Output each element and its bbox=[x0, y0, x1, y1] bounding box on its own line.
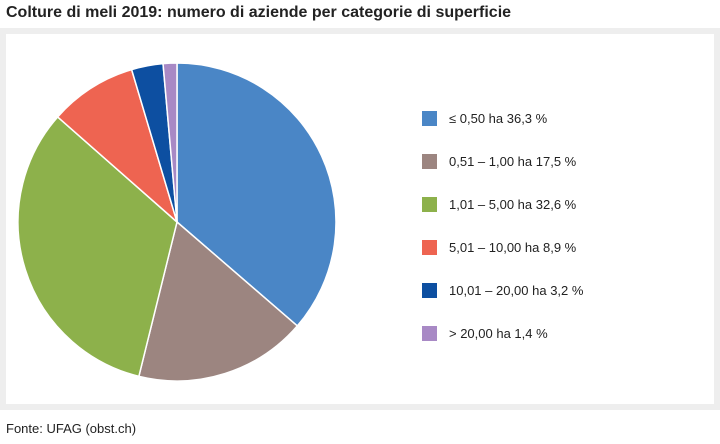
pie-slice-2 bbox=[137, 220, 299, 382]
legend-item-2: 0,51 – 1,00 ha 17,5 % bbox=[422, 153, 576, 169]
legend-label: 10,01 – 20,00 ha 3,2 % bbox=[449, 282, 584, 298]
pie-slice-4 bbox=[56, 68, 179, 225]
chart-area: ≤ 0,50 ha 36,3 % 0,51 – 1,00 ha 17,5 % 1,0… bbox=[6, 34, 714, 404]
pie-slice-3 bbox=[17, 115, 178, 378]
legend-swatch bbox=[422, 110, 437, 126]
legend-label: 5,01 – 10,00 ha 8,9 % bbox=[449, 239, 577, 255]
legend-swatch bbox=[422, 282, 437, 298]
pie-slice-1 bbox=[176, 62, 337, 327]
chart-frame: ≤ 0,50 ha 36,3 % 0,51 – 1,00 ha 17,5 % 1,0… bbox=[0, 28, 720, 410]
legend-swatch bbox=[422, 325, 437, 341]
legend-item-3: 1,01 – 5,00 ha 32,6 % bbox=[422, 196, 576, 212]
pie-slice-6 bbox=[162, 62, 178, 223]
legend-label: 1,01 – 5,00 ha 32,6 % bbox=[449, 196, 577, 212]
legend-label: > 20,00 ha 1,4 % bbox=[449, 325, 548, 341]
legend-swatch bbox=[422, 153, 437, 169]
source-note: Fonte: UFAG (obst.ch) bbox=[6, 421, 137, 436]
legend-swatch bbox=[422, 196, 437, 212]
legend-swatch bbox=[422, 239, 437, 255]
legend-item-1: ≤ 0,50 ha 36,3 % bbox=[422, 110, 547, 126]
legend-item-5: 10,01 – 20,00 ha 3,2 % bbox=[422, 282, 583, 298]
legend-label: ≤ 0,50 ha 36,3 % bbox=[449, 110, 548, 126]
legend-label: 0,51 – 1,00 ha 17,5 % bbox=[449, 153, 577, 169]
legend-item-4: 5,01 – 10,00 ha 8,9 % bbox=[422, 239, 576, 255]
chart-title: Colture di meli 2019: numero di aziende … bbox=[6, 4, 512, 21]
pie-chart bbox=[17, 62, 337, 382]
legend-item-6: > 20,00 ha 1,4 % bbox=[422, 325, 548, 341]
